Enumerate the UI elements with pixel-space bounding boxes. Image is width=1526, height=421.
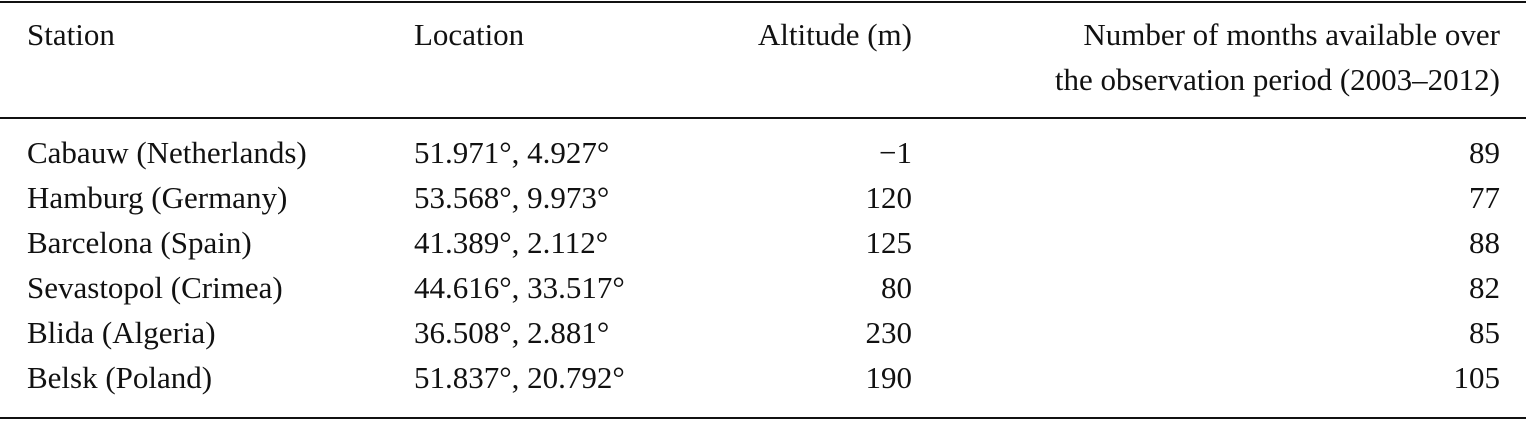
table-cell: 51.837°, 20.792°: [414, 360, 625, 395]
bottom-rule: [0, 417, 1526, 419]
table-cell: 120: [865, 180, 913, 215]
table-cell: 44.616°, 33.517°: [414, 270, 625, 305]
table-cell: 230: [865, 315, 913, 350]
table-cell: 82: [1469, 270, 1500, 305]
table-cell: −1: [879, 135, 912, 170]
table-cell: Sevastopol (Crimea): [27, 270, 283, 305]
top-rule: [0, 1, 1526, 3]
table-cell: 105: [1453, 360, 1501, 395]
table-cell: 85: [1469, 315, 1500, 350]
header-cell: the observation period (2003–2012): [1054, 62, 1500, 97]
table-cell: Barcelona (Spain): [27, 225, 252, 260]
table-cell: 77: [1469, 180, 1500, 215]
table-cell: 89: [1469, 135, 1500, 170]
table-cell: 190: [865, 360, 913, 395]
table-cell: 53.568°, 9.973°: [414, 180, 610, 215]
table-cell: 41.389°, 2.112°: [414, 225, 609, 260]
table-cell: Hamburg (Germany): [27, 180, 288, 215]
table-cell: 80: [881, 270, 912, 305]
table-cell: 36.508°, 2.881°: [414, 315, 610, 350]
header-cell: Station: [27, 17, 115, 52]
header-cell: Location: [414, 17, 525, 52]
header-cell: Altitude (m): [757, 17, 912, 52]
table-cell: 88: [1469, 225, 1500, 260]
table-cell: Blida (Algeria): [27, 315, 216, 350]
table-cell: 125: [865, 225, 913, 260]
table-cell: Cabauw (Netherlands): [27, 135, 307, 170]
header-cell: Number of months available over: [1083, 17, 1500, 52]
header-rule: [0, 117, 1526, 119]
table-cell: 51.971°, 4.927°: [414, 135, 610, 170]
table-cell: Belsk (Poland): [27, 360, 213, 395]
